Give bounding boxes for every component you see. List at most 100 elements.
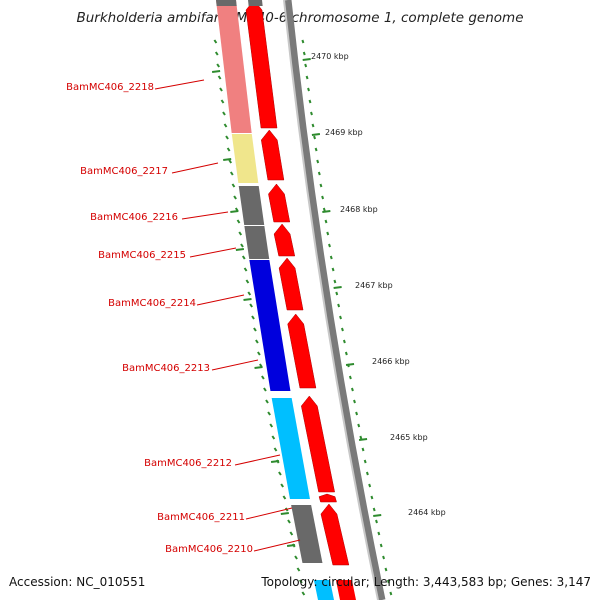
gene-tick-8 bbox=[286, 544, 296, 547]
tick-inner bbox=[238, 231, 243, 236]
accession-text: Accession: NC_010551 bbox=[9, 575, 146, 589]
tick-inner bbox=[229, 171, 234, 176]
tick-outer bbox=[341, 327, 344, 332]
tick-inner bbox=[289, 531, 294, 536]
tick-outer bbox=[348, 375, 352, 380]
tick-inner bbox=[223, 123, 228, 128]
tick-inner bbox=[301, 591, 306, 596]
kbp-tick-1 bbox=[311, 133, 321, 136]
kbp-tick-6 bbox=[373, 514, 382, 517]
gene-label-2215: BamMC406_2215 bbox=[98, 250, 186, 261]
tick-outer bbox=[307, 87, 310, 92]
gene-tick-6 bbox=[270, 460, 280, 463]
gene-block-BamMC406_2210 bbox=[291, 505, 323, 563]
gene-label-2217: BamMC406_2217 bbox=[80, 166, 168, 177]
tick-inner bbox=[214, 51, 219, 56]
gene-label-2211: BamMC406_2211 bbox=[157, 512, 245, 523]
tick-outer bbox=[321, 195, 325, 200]
kbp-tick-5 bbox=[358, 438, 368, 441]
tick-inner bbox=[251, 315, 255, 320]
kbp-label-2465: 2465 kbp bbox=[390, 433, 428, 442]
gene-tick-7 bbox=[280, 512, 289, 515]
tick-outer bbox=[389, 591, 393, 596]
gene-tick-3 bbox=[235, 248, 244, 251]
tick-outer bbox=[355, 411, 359, 416]
tick-inner bbox=[226, 147, 231, 152]
tick-inner bbox=[220, 99, 225, 104]
strand-arrow-4 bbox=[278, 257, 304, 311]
gene-label-2218: BamMC406_2218 bbox=[66, 82, 154, 93]
gene-label-2214: BamMC406_2214 bbox=[108, 298, 196, 309]
tick-outer bbox=[353, 399, 356, 404]
tick-inner bbox=[228, 159, 233, 164]
backbone-outer bbox=[284, 0, 386, 600]
gene-block-BamMC406_2214 bbox=[249, 260, 291, 391]
tick-inner bbox=[263, 387, 267, 392]
kbp-label-2470: 2470 kbp bbox=[311, 52, 349, 61]
kbp-label-2468: 2468 kbp bbox=[340, 205, 378, 214]
tick-inner bbox=[294, 555, 298, 560]
strand-arrow-7 bbox=[318, 493, 337, 503]
leader-line-2 bbox=[181, 211, 229, 220]
tick-outer bbox=[350, 387, 354, 392]
tick-outer bbox=[335, 291, 339, 296]
tick-inner bbox=[296, 567, 301, 572]
tick-inner bbox=[245, 279, 250, 284]
strand-arrow-prev bbox=[248, 0, 263, 6]
tick-inner bbox=[265, 399, 269, 404]
tick-outer bbox=[304, 63, 308, 68]
kbp-label-2466: 2466 kbp bbox=[372, 357, 410, 366]
tick-inner bbox=[236, 219, 241, 224]
tick-inner bbox=[225, 135, 229, 140]
tick-outer bbox=[311, 123, 315, 128]
tick-outer bbox=[377, 531, 381, 536]
gene-block-BamMC406_2215 bbox=[244, 226, 270, 259]
tick-inner bbox=[243, 267, 248, 272]
leader-line-3 bbox=[189, 247, 237, 258]
tick-inner bbox=[219, 87, 223, 92]
gene-block-prev bbox=[216, 0, 237, 6]
tick-outer bbox=[361, 447, 365, 452]
leader-line-5 bbox=[211, 359, 259, 371]
tick-inner bbox=[267, 411, 271, 416]
strand-arrow-6 bbox=[301, 395, 335, 493]
tick-outer bbox=[386, 579, 390, 584]
kbp-label-2464: 2464 kbp bbox=[408, 508, 446, 517]
tick-inner bbox=[222, 111, 226, 116]
gene-block-BamMC406_2216 bbox=[238, 186, 265, 225]
tick-outer bbox=[331, 267, 335, 272]
tick-outer bbox=[333, 279, 337, 284]
strand-arrow-next bbox=[335, 580, 356, 600]
strand-arrow-5 bbox=[287, 313, 317, 389]
leader-line-0 bbox=[154, 79, 205, 90]
tick-outer bbox=[319, 183, 323, 188]
kbp-tick-0 bbox=[302, 58, 311, 61]
gene-label-2212: BamMC406_2212 bbox=[144, 458, 232, 469]
gene-label-2210: BamMC406_2210 bbox=[165, 544, 253, 555]
gene-tick-5 bbox=[254, 366, 263, 369]
tick-outer bbox=[384, 567, 388, 572]
tick-outer bbox=[375, 519, 378, 524]
gene-tick-1 bbox=[223, 158, 232, 161]
kbp-tick-3 bbox=[333, 286, 342, 289]
kbp-tick-4 bbox=[345, 363, 355, 366]
tick-outer bbox=[322, 207, 326, 212]
tick-inner bbox=[233, 195, 237, 200]
tick-inner bbox=[273, 447, 278, 452]
genome-title: Burkholderia ambifaria MC40-6 chromosome… bbox=[76, 10, 524, 26]
tick-inner bbox=[261, 375, 265, 380]
tick-outer bbox=[339, 315, 342, 320]
tick-outer bbox=[382, 555, 386, 560]
tick-outer bbox=[342, 339, 346, 344]
tick-outer bbox=[329, 255, 333, 260]
gene-tick-4 bbox=[243, 298, 252, 301]
tick-inner bbox=[255, 339, 259, 344]
tick-outer bbox=[310, 111, 313, 116]
leader-line-8 bbox=[253, 539, 301, 552]
tick-outer bbox=[314, 147, 318, 152]
tick-outer bbox=[313, 135, 316, 140]
tick-inner bbox=[253, 327, 257, 332]
tick-outer bbox=[357, 423, 361, 428]
gene-label-2216: BamMC406_2216 bbox=[90, 212, 178, 223]
